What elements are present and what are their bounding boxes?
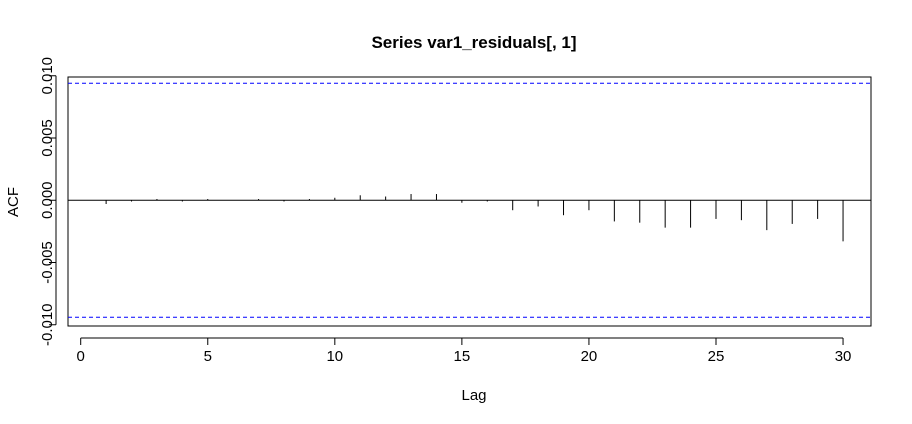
y-tick-label: 0.005 xyxy=(39,119,56,157)
x-axis: 0 5 10 15 20 25 30 xyxy=(77,337,852,365)
x-tick-label: 25 xyxy=(708,348,725,365)
x-axis-title: Lag xyxy=(461,387,486,404)
y-tick-label: 0.000 xyxy=(39,181,56,219)
x-tick-label: 5 xyxy=(204,348,212,365)
y-tick-label: -0.010 xyxy=(39,303,56,346)
y-tick-label: -0.005 xyxy=(39,241,56,284)
x-tick-label: 15 xyxy=(454,348,471,365)
confidence-bounds xyxy=(68,82,871,318)
y-axis-title: ACF xyxy=(5,187,22,217)
x-tick-label: 20 xyxy=(581,348,598,365)
plot-frame xyxy=(67,76,872,327)
x-tick-label: 30 xyxy=(835,348,852,365)
y-axis: -0.010 -0.005 0.000 0.005 0.010 xyxy=(39,57,57,346)
y-tick-label: 0.010 xyxy=(39,57,56,95)
x-tick-label: 0 xyxy=(77,348,85,365)
x-tick-label: 10 xyxy=(326,348,343,365)
acf-bars xyxy=(105,194,844,242)
chart-title: Series var1_residuals[, 1] xyxy=(371,33,576,52)
